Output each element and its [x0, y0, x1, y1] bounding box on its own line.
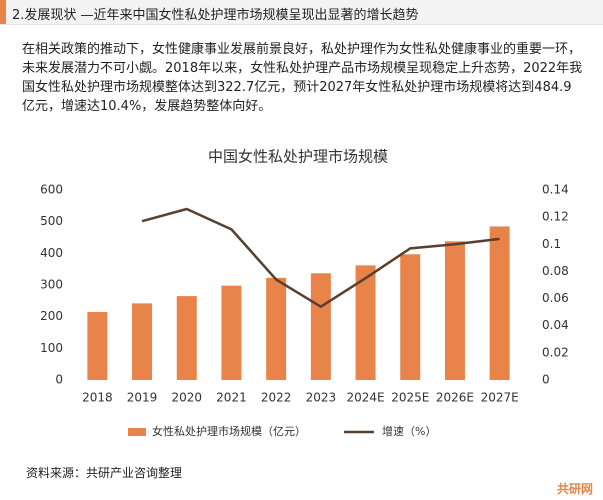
bar — [87, 311, 108, 380]
bar — [221, 285, 242, 380]
y2-tick-label: 0.04 — [542, 318, 569, 332]
y2-tick-label: 0.12 — [542, 210, 569, 224]
x-tick-label: 2021 — [216, 391, 247, 405]
y-tick-label: 600 — [40, 183, 63, 197]
y2-tick-label: 0.08 — [542, 264, 569, 278]
y-tick-label: 0 — [55, 373, 63, 387]
bar — [489, 226, 510, 380]
y-tick-label: 500 — [40, 214, 63, 228]
x-tick-label: 2022 — [261, 391, 292, 405]
legend-label: 增速（%） — [382, 424, 436, 438]
header-bar: 2.发展现状 —近年来中国女性私处护理市场规模呈现出显著的增长趋势 — [0, 0, 603, 25]
bar — [310, 273, 331, 380]
bar — [400, 254, 421, 380]
y2-tick-label: 0.02 — [542, 345, 569, 359]
legend-label: 女性私处护理市场规模（亿元） — [152, 424, 306, 438]
y2-tick-label: 0.06 — [542, 291, 569, 305]
y2-tick-label: 0.1 — [542, 237, 561, 251]
x-tick-label: 2025E — [391, 391, 429, 405]
paragraph: 在相关政策的推动下，女性健康事业发展前景良好，私处护理作为女性私处健康事业的重要… — [22, 42, 583, 114]
y-tick-label: 400 — [40, 246, 63, 260]
bar — [355, 265, 376, 380]
header-title: 2.发展现状 —近年来中国女性私处护理市场规模呈现出显著的增长趋势 — [12, 8, 419, 23]
logo: 共研网 — [556, 482, 593, 496]
x-tick-label: 2020 — [171, 391, 202, 405]
bar — [266, 277, 287, 380]
x-tick-label: 2026E — [436, 391, 474, 405]
line — [141, 207, 500, 308]
x-tick-label: 2019 — [127, 391, 158, 405]
source-note: 资料来源：共研产业咨询整理 — [26, 466, 183, 480]
y-tick-label: 100 — [40, 341, 63, 355]
header-accent — [0, 0, 6, 24]
bar — [176, 296, 197, 380]
x-tick-label: 2024E — [346, 391, 384, 405]
bar — [444, 241, 465, 380]
y2-tick-label: 0 — [542, 373, 550, 387]
y-tick-label: 200 — [40, 309, 63, 323]
legend-swatch — [128, 428, 146, 436]
x-tick-label: 2018 — [82, 391, 113, 405]
chart-title: 中国女性私处护理市场规模 — [208, 148, 388, 166]
x-tick-label: 2023 — [306, 391, 337, 405]
x-tick-label: 2027E — [481, 391, 519, 405]
y-tick-label: 300 — [40, 278, 63, 292]
chart: 中国女性私处护理市场规模 0 100 200 300 400 500 600 0 0.02 0.0… — [40, 148, 569, 439]
bar — [132, 303, 153, 380]
y2-tick-label: 0.14 — [542, 183, 569, 197]
